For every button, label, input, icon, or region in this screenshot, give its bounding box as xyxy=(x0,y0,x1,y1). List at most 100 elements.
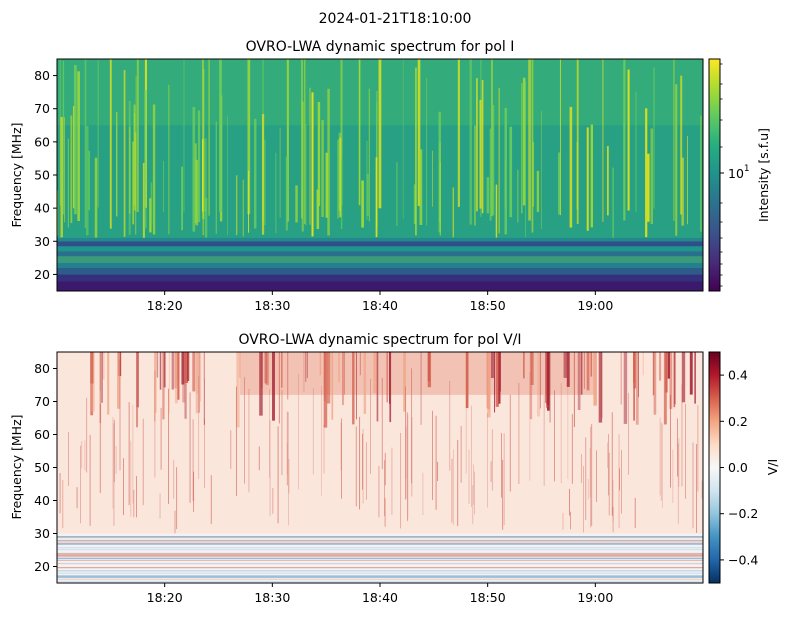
panel1-colorbar-tick-label: 101 xyxy=(728,164,750,181)
heatmap-burst xyxy=(376,352,379,422)
heatmap-streak xyxy=(176,467,178,529)
heatmap-burst xyxy=(469,59,472,225)
heatmap-burst xyxy=(607,146,609,216)
heatmap-streak xyxy=(154,370,156,478)
heatmap-burst xyxy=(375,157,378,238)
panel1-title: OVRO-LWA dynamic spectrum for pol I xyxy=(246,39,515,55)
heatmap-burst xyxy=(265,352,270,386)
heatmap-burst xyxy=(593,352,597,406)
heatmap-streak xyxy=(321,385,322,496)
heatmap-streak xyxy=(435,415,437,510)
heatmap-streak xyxy=(59,473,61,514)
heatmap-streak xyxy=(620,449,622,514)
heatmap-streak xyxy=(76,487,78,509)
heatmap-streak xyxy=(381,377,383,470)
heatmap-burst xyxy=(602,59,604,222)
heatmap-burst xyxy=(331,352,334,420)
heatmap-burst xyxy=(420,352,422,425)
heatmap-streak xyxy=(340,422,342,471)
heatmap-streak xyxy=(198,376,200,479)
heatmap-burst xyxy=(272,352,275,421)
heatmap-burst xyxy=(536,352,541,417)
heatmap-burst xyxy=(339,137,342,218)
heatmap-band xyxy=(57,570,703,572)
heatmap-burst xyxy=(317,101,321,207)
heatmap-burst xyxy=(136,59,139,212)
heatmap-burst xyxy=(84,59,87,228)
heatmap-streak xyxy=(370,378,371,474)
heatmap-burst xyxy=(540,111,542,229)
heatmap-streak xyxy=(119,359,121,471)
heatmap-streak xyxy=(130,440,132,517)
heatmap-burst xyxy=(598,352,603,423)
heatmap-streak xyxy=(99,404,101,494)
heatmap-streak xyxy=(411,368,413,484)
heatmap-streak xyxy=(678,438,680,487)
heatmap-burst xyxy=(174,352,178,404)
panel1-colorbar-ticks xyxy=(720,63,724,287)
heatmap-streak xyxy=(567,367,569,479)
heatmap-burst xyxy=(67,138,69,228)
heatmap-streak xyxy=(168,388,169,505)
heatmap-streak xyxy=(133,489,135,518)
heatmap-streak xyxy=(457,440,459,527)
heatmap-burst xyxy=(168,84,170,235)
heatmap-burst xyxy=(474,125,476,226)
heatmap-burst xyxy=(558,152,561,215)
heatmap-burst xyxy=(675,84,678,236)
heatmap-burst xyxy=(309,87,311,225)
heatmap-burst xyxy=(163,352,166,388)
heatmap-band xyxy=(57,575,703,577)
heatmap-band xyxy=(57,578,703,580)
heatmap-burst xyxy=(259,352,263,416)
heatmap-burst xyxy=(275,152,277,234)
heatmap-burst xyxy=(653,352,657,415)
heatmap-burst xyxy=(492,104,495,216)
heatmap-burst xyxy=(452,187,455,238)
heatmap-band xyxy=(57,246,703,252)
heatmap-burst xyxy=(305,352,307,382)
heatmap-burst xyxy=(653,67,655,209)
heatmap-streak xyxy=(486,413,488,508)
heatmap-burst xyxy=(509,126,513,218)
heatmap-streak xyxy=(501,432,502,498)
heatmap-streak xyxy=(132,404,134,504)
colorbar-tick-label: −0.4 xyxy=(728,552,758,567)
heatmap-burst xyxy=(199,352,202,402)
heatmap-streak xyxy=(405,426,407,499)
heatmap-burst xyxy=(402,59,404,220)
panel2-colorbar-ticks: 0.4 0.2 0.0 −0.2 −0.4 xyxy=(720,368,758,567)
heatmap-burst xyxy=(665,352,668,393)
heatmap-streak xyxy=(142,418,144,506)
heatmap-burst xyxy=(142,162,145,238)
heatmap-burst xyxy=(285,156,288,231)
heatmap-streak xyxy=(437,461,439,481)
heatmap-burst xyxy=(132,141,135,225)
heatmap-streak xyxy=(560,383,562,484)
heatmap-streak xyxy=(407,414,409,520)
heatmap-burst xyxy=(373,352,377,394)
heatmap-band xyxy=(57,576,703,578)
heatmap-burst xyxy=(168,352,170,414)
heatmap-burst xyxy=(546,352,548,408)
heatmap-burst xyxy=(171,352,175,390)
heatmap-burst xyxy=(205,138,207,212)
heatmap-burst xyxy=(264,352,268,384)
heatmap-band xyxy=(57,281,703,291)
heatmap-streak xyxy=(112,417,114,509)
heatmap-band xyxy=(57,274,703,282)
heatmap-burst xyxy=(305,124,307,226)
heatmap-burst xyxy=(642,352,644,376)
heatmap-burst xyxy=(523,352,525,379)
heatmap-band xyxy=(57,567,703,568)
heatmap-burst xyxy=(521,83,523,214)
heatmap-streak xyxy=(230,430,232,469)
heatmap-burst xyxy=(532,141,535,207)
heatmap-streak xyxy=(608,434,609,496)
heatmap-band xyxy=(57,547,703,549)
heatmap-burst xyxy=(415,67,417,236)
heatmap-burst xyxy=(261,352,263,389)
heatmap-burst xyxy=(495,352,499,407)
heatmap-streak xyxy=(432,410,433,500)
